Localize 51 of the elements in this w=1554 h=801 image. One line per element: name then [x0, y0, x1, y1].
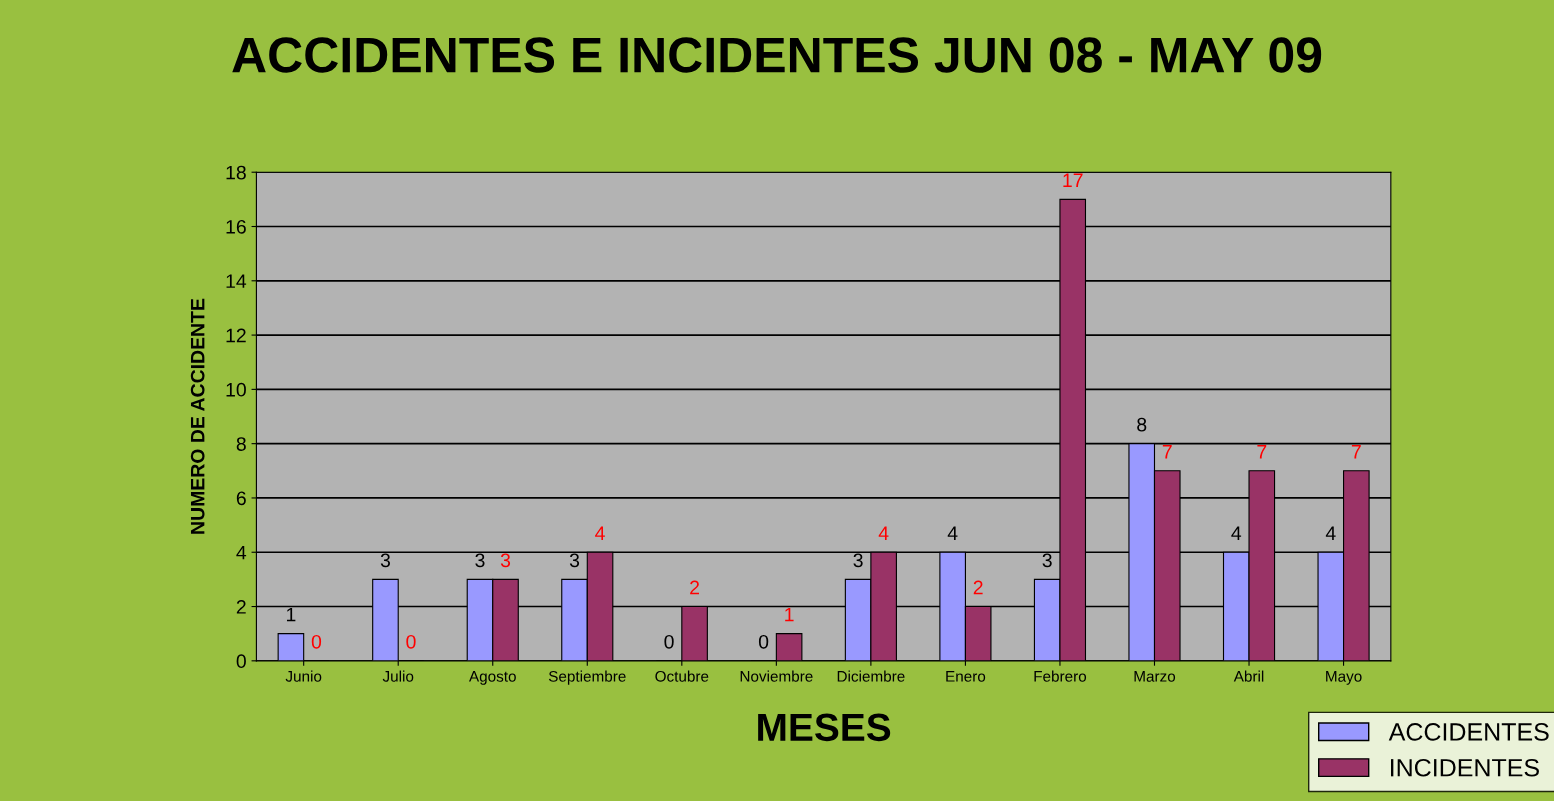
y-tick-label: 10 [226, 382, 246, 397]
data-label: 3 [569, 553, 580, 568]
data-label: 3 [500, 553, 511, 568]
data-label: 0 [758, 634, 769, 649]
x-tick-label: Marzo [1134, 671, 1176, 682]
y-axis-title: NUMERO DE ACCIDENTE [190, 298, 205, 534]
x-tick-label: Noviembre [740, 670, 813, 682]
data-label: 3 [380, 553, 390, 568]
y-tick-label: 12 [226, 328, 246, 343]
y-tick-label: 4 [236, 545, 247, 560]
data-label: 0 [406, 634, 416, 649]
data-label: 4 [1325, 526, 1336, 540]
legend-label: INCIDENTES [1391, 758, 1539, 777]
data-label: 0 [664, 634, 674, 649]
data-label: 3 [1042, 553, 1052, 568]
data-label: 2 [690, 580, 700, 595]
y-tick-label: 14 [226, 274, 247, 288]
data-label: 1 [785, 607, 794, 622]
y-tick-label: 2 [236, 600, 246, 614]
data-label: 4 [1231, 526, 1242, 540]
data-label: 3 [475, 553, 485, 568]
x-tick-label: Agosto [469, 671, 516, 685]
x-tick-label: Octubre [655, 670, 709, 682]
x-tick-label: Septiembre [548, 670, 626, 685]
x-tick-label: Mayo [1326, 671, 1362, 685]
data-label: 17 [1063, 173, 1083, 187]
data-label: 8 [1137, 417, 1147, 432]
legend-label: ACCIDENTES [1388, 723, 1549, 741]
x-tick-label: Diciembre [837, 670, 905, 682]
x-tick-label: Enero [946, 671, 986, 682]
data-label: 1 [286, 607, 296, 622]
data-label: 4 [878, 526, 889, 540]
x-tick-label: Junio [285, 670, 322, 682]
y-tick-label: 18 [226, 165, 246, 180]
data-label: 3 [853, 553, 863, 568]
x-tick-label: Julio [382, 670, 414, 682]
data-label: 0 [311, 634, 322, 649]
data-label: 7 [1351, 445, 1361, 459]
data-label: 2 [973, 580, 983, 595]
x-tick-label: Abril [1233, 670, 1264, 682]
y-tick-label: 0 [236, 654, 246, 669]
data-label: 4 [595, 526, 605, 540]
y-tick-label: 8 [236, 437, 246, 451]
x-tick-label: Febrero [1034, 670, 1087, 682]
data-label: 7 [1162, 445, 1172, 459]
chart-title: ACCIDENTES E INCIDENTES JUN 08 - MAY 09 [232, 37, 1322, 73]
x-axis-title: MESES [758, 713, 891, 742]
data-label: 7 [1257, 445, 1267, 459]
y-tick-label: 16 [226, 219, 246, 234]
data-label: 4 [947, 526, 958, 540]
y-tick-label: 6 [236, 491, 246, 506]
